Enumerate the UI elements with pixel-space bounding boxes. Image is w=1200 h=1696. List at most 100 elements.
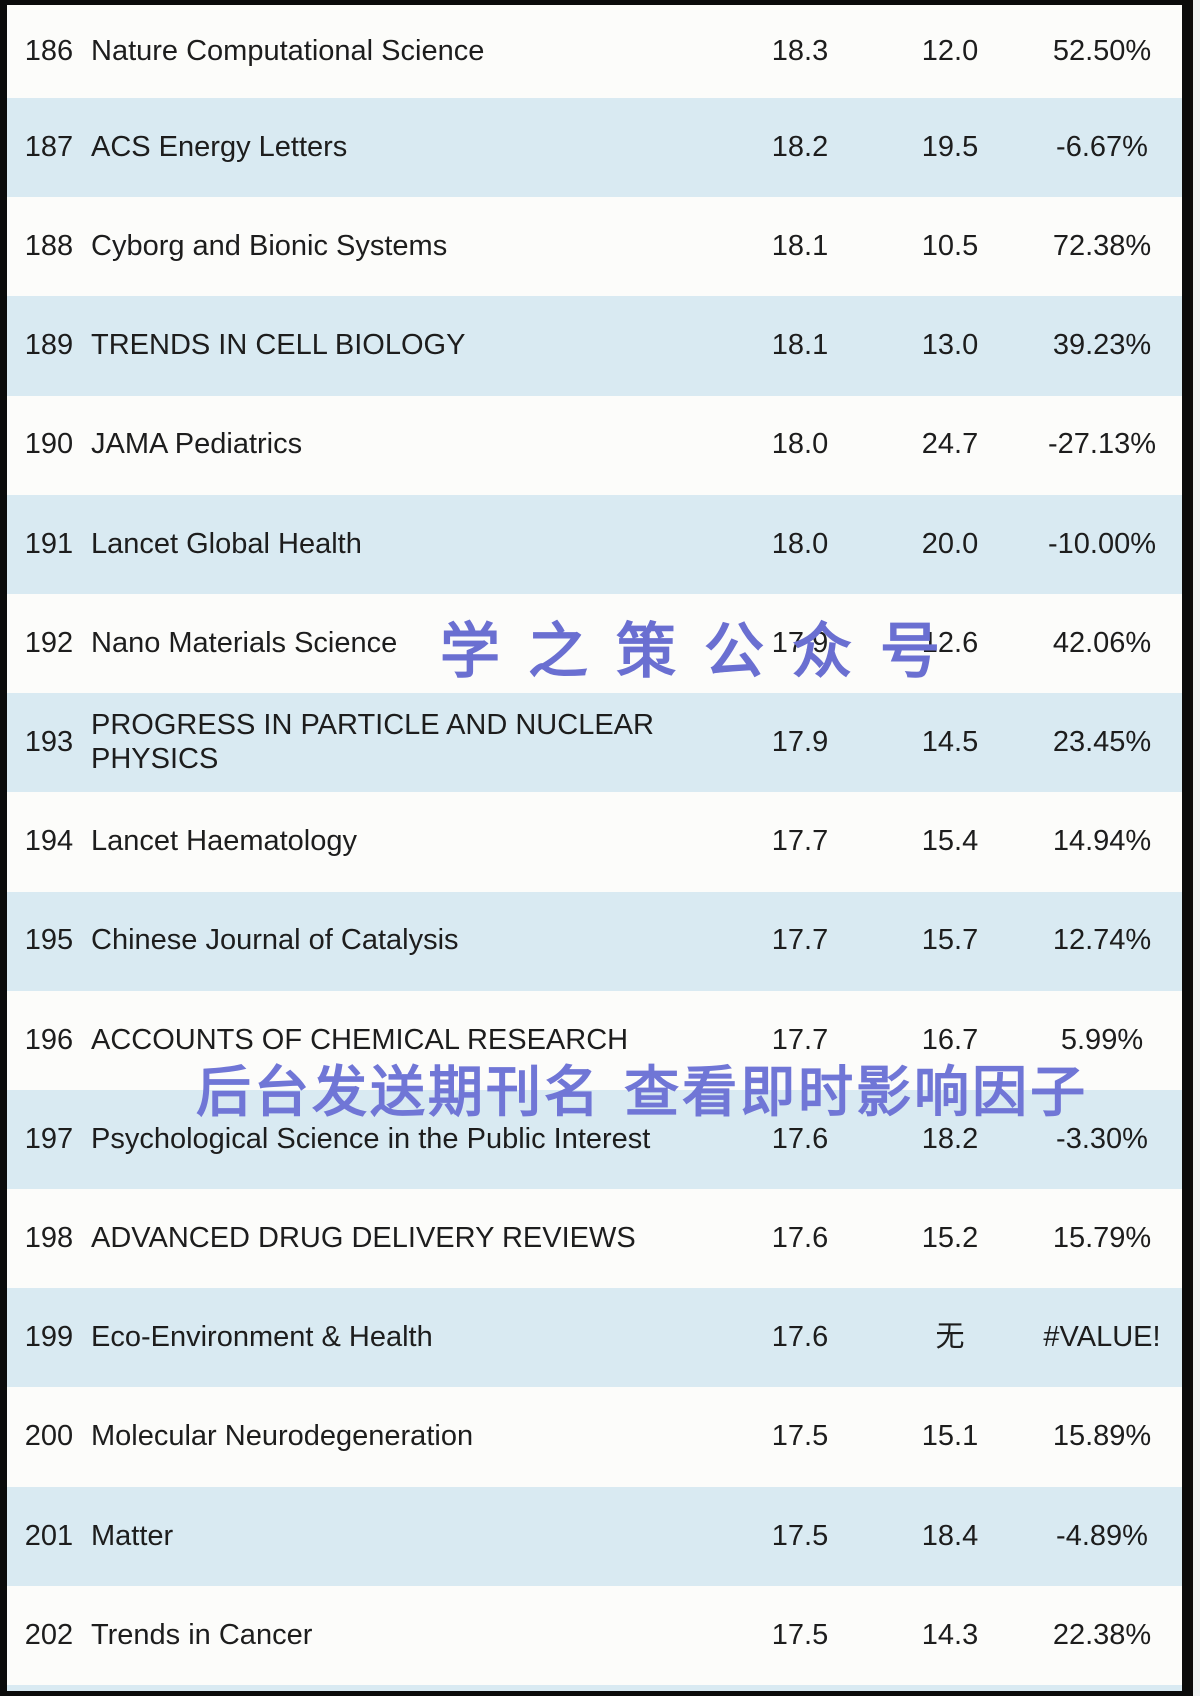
change-rate-cell: 52.50% [1052, 34, 1152, 67]
journal-name-cell: ACCOUNTS OF CHEMICAL RESEARCH [91, 1023, 629, 1056]
impact-factor-new-cell: 18.1 [771, 230, 829, 263]
impact-factor-old-cell: 12.6 [921, 626, 979, 659]
frame-border-bottom [0, 1691, 1193, 1696]
impact-factor-old-cell: 15.2 [921, 1221, 979, 1254]
impact-factor-new-cell: 17.9 [771, 726, 829, 759]
impact-factor-new-cell: 17.7 [771, 924, 829, 957]
impact-factor-old-cell: 18.2 [921, 1122, 979, 1155]
table-row: 197 Psychological Science in the Public … [7, 1089, 1182, 1190]
table-row-partial [7, 1685, 1182, 1691]
table-row: 195 Chinese Journal of Catalysis 17.7 15… [7, 891, 1182, 991]
impact-factor-new-cell: 17.5 [771, 1420, 829, 1453]
impact-factor-old-cell: 16.7 [921, 1023, 979, 1056]
impact-factor-old-cell: 10.5 [921, 230, 979, 263]
table-row: 191 Lancet Global Health 18.0 20.0 -10.0… [7, 494, 1182, 594]
impact-factor-new-cell: 17.5 [771, 1519, 829, 1552]
impact-factor-new-cell: 18.0 [771, 428, 829, 461]
table-row: 199 Eco-Environment & Health 17.6 无 #VAL… [7, 1288, 1182, 1388]
impact-factor-old-cell: 15.7 [921, 924, 979, 957]
rank-cell: 193 [24, 726, 74, 759]
change-rate-cell: -10.00% [1047, 527, 1156, 560]
rank-cell: 186 [24, 34, 74, 67]
change-rate-cell: 12.74% [1052, 924, 1152, 957]
change-rate-cell: 23.45% [1052, 726, 1152, 759]
change-rate-cell: -6.67% [1056, 130, 1148, 163]
journal-name-cell: Nature Computational Science [91, 34, 485, 67]
impact-factor-new-cell: 17.5 [771, 1618, 829, 1651]
rank-cell: 191 [24, 527, 74, 560]
table-row: 186 Nature Computational Science 18.3 12… [7, 5, 1182, 98]
impact-factor-new-cell: 18.2 [771, 130, 829, 163]
rank-cell: 197 [24, 1122, 74, 1155]
change-rate-cell: 5.99% [1060, 1023, 1144, 1056]
impact-factor-new-cell: 17.6 [771, 1321, 829, 1354]
rank-cell: 201 [24, 1519, 74, 1552]
impact-factor-old-cell: 19.5 [921, 130, 979, 163]
impact-factor-old-cell: 20.0 [921, 527, 979, 560]
rank-cell: 202 [24, 1618, 74, 1651]
impact-factor-new-cell: 18.0 [771, 527, 829, 560]
journal-name-cell: Lancet Haematology [91, 825, 357, 858]
journal-name-cell: TRENDS IN CELL BIOLOGY [91, 329, 466, 362]
table-row: 192 Nano Materials Science 17.9 12.6 42.… [7, 593, 1182, 694]
change-rate-cell: -4.89% [1056, 1519, 1148, 1552]
impact-factor-old-cell: 14.3 [921, 1618, 979, 1651]
change-rate-cell: 15.89% [1052, 1420, 1152, 1453]
change-rate-cell: 14.94% [1052, 825, 1152, 858]
impact-factor-new-cell: 17.6 [771, 1122, 829, 1155]
journal-name-cell: Trends in Cancer [91, 1618, 313, 1651]
table-body: 186 Nature Computational Science 18.3 12… [7, 5, 1182, 1691]
rank-cell: 190 [24, 428, 74, 461]
frame-border-right [1182, 0, 1193, 1696]
rank-cell: 187 [24, 130, 74, 163]
journal-name-cell: Eco-Environment & Health [91, 1321, 433, 1354]
journal-name-cell: PROGRESS IN PARTICLE AND NUCLEAR PHYSICS [91, 709, 654, 775]
impact-factor-old-cell: 13.0 [921, 329, 979, 362]
frame-border-left [0, 0, 7, 1696]
impact-factor-new-cell: 17.9 [771, 626, 829, 659]
change-rate-cell: 22.38% [1052, 1618, 1152, 1651]
impact-factor-old-cell: 15.1 [921, 1420, 979, 1453]
rank-cell: 196 [24, 1023, 74, 1056]
rank-cell: 192 [24, 626, 74, 659]
journal-name-cell: ACS Energy Letters [91, 130, 348, 163]
rank-cell: 189 [24, 329, 74, 362]
change-rate-cell: -3.30% [1056, 1122, 1148, 1155]
change-rate-cell: #VALUE! [1043, 1321, 1161, 1354]
impact-factor-new-cell: 18.3 [771, 34, 829, 67]
rank-cell: 188 [24, 230, 74, 263]
journal-name-cell: Matter [91, 1519, 174, 1552]
journal-name-cell: Psychological Science in the Public Inte… [91, 1122, 651, 1155]
journal-name-cell: Lancet Global Health [91, 527, 362, 560]
change-rate-cell: -27.13% [1047, 428, 1156, 461]
change-rate-cell: 42.06% [1052, 626, 1152, 659]
journal-name-cell: Molecular Neurodegeneration [91, 1420, 474, 1453]
impact-factor-old-cell: 无 [935, 1321, 965, 1354]
impact-factor-old-cell: 14.5 [921, 726, 979, 759]
impact-factor-old-cell: 15.4 [921, 825, 979, 858]
table-row: 189 TRENDS IN CELL BIOLOGY 18.1 13.0 39.… [7, 296, 1182, 396]
impact-factor-old-cell: 18.4 [921, 1519, 979, 1552]
table-row: 198 ADVANCED DRUG DELIVERY REVIEWS 17.6 … [7, 1189, 1182, 1289]
impact-factor-old-cell: 12.0 [921, 34, 979, 67]
change-rate-cell: 39.23% [1052, 329, 1152, 362]
rank-cell: 198 [24, 1221, 74, 1254]
table-row: 190 JAMA Pediatrics 18.0 24.7 -27.13% [7, 395, 1182, 495]
impact-factor-new-cell: 17.6 [771, 1221, 829, 1254]
change-rate-cell: 15.79% [1052, 1221, 1152, 1254]
impact-factor-new-cell: 18.1 [771, 329, 829, 362]
table-row: 200 Molecular Neurodegeneration 17.5 15.… [7, 1387, 1182, 1487]
rank-cell: 199 [24, 1321, 74, 1354]
journal-name-cell: JAMA Pediatrics [91, 428, 303, 461]
impact-factor-new-cell: 17.7 [771, 1023, 829, 1056]
impact-factor-old-cell: 24.7 [921, 428, 979, 461]
journal-name-cell: Chinese Journal of Catalysis [91, 924, 459, 957]
frame-border-top [0, 0, 1193, 5]
journal-name-cell: Nano Materials Science [91, 626, 398, 659]
journal-name-cell: ADVANCED DRUG DELIVERY REVIEWS [91, 1221, 636, 1254]
rank-cell: 200 [24, 1420, 74, 1453]
change-rate-cell: 72.38% [1052, 230, 1152, 263]
rank-cell: 195 [24, 924, 74, 957]
table-row: 194 Lancet Haematology 17.7 15.4 14.94% [7, 792, 1182, 892]
